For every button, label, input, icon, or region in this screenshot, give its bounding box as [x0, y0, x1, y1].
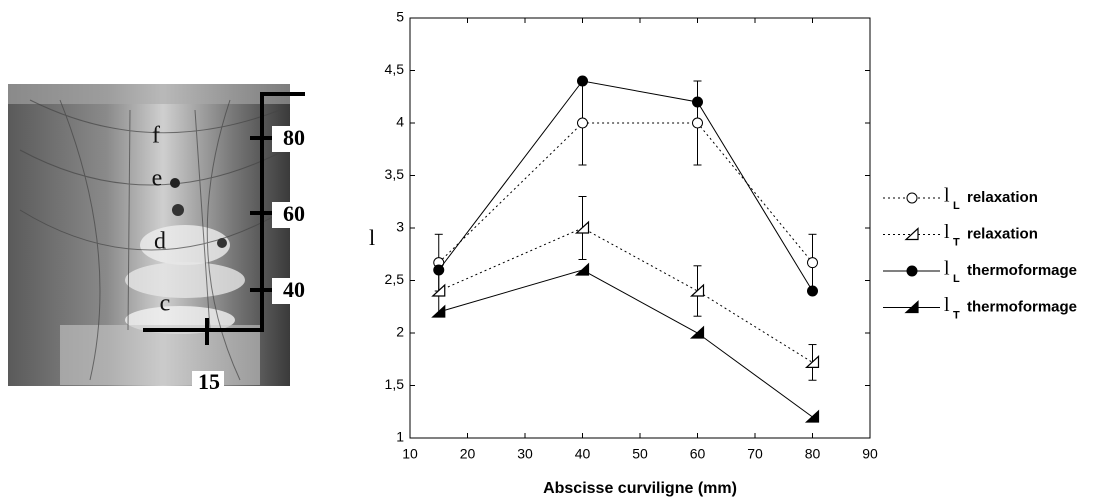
marker [577, 75, 588, 87]
x-tick-label: 40 [575, 446, 591, 462]
y-tick-label: 2 [396, 324, 404, 340]
y-tick-label: 2,5 [385, 271, 405, 287]
marker [906, 265, 918, 277]
marker [904, 227, 919, 241]
legend-label: relaxation [967, 189, 1038, 206]
marker [804, 409, 820, 423]
y-tick-label: 1,5 [385, 376, 405, 392]
x-tick-label: 20 [460, 446, 476, 462]
legend-subscript: T [953, 236, 960, 248]
x-axis-label: Abscisse curviligne (mm) [543, 480, 737, 497]
legend-symbol: l [944, 221, 950, 243]
marker [807, 257, 818, 269]
y-tick-label: 3,5 [385, 166, 405, 182]
legend-symbol: l [944, 294, 950, 316]
legend-subscript: L [953, 200, 960, 212]
marker [689, 283, 705, 297]
marker [431, 283, 446, 297]
scale-label: 15 [198, 369, 220, 394]
region-label: e [152, 166, 163, 192]
photo: f e d c 80 60 40 15 [8, 84, 316, 395]
marker [906, 192, 918, 204]
scale-label: 80 [283, 125, 305, 150]
legend-subscript: L [953, 273, 960, 285]
y-tick-label: 4,5 [385, 61, 405, 77]
y-tick-label: 4 [396, 114, 404, 130]
x-tick-label: 30 [517, 446, 533, 462]
marker [574, 262, 590, 276]
y-tick-label: 3 [396, 219, 404, 235]
region-label: d [154, 229, 166, 255]
marker [807, 285, 818, 297]
x-tick-label: 70 [747, 446, 763, 462]
region-label: f [152, 123, 160, 149]
region-label: c [160, 291, 171, 317]
marker [431, 304, 446, 318]
legend-label: thermoformage [967, 262, 1077, 279]
y-tick-label: 1 [396, 429, 404, 445]
x-tick-label: 10 [402, 446, 418, 462]
plot-frame [409, 17, 871, 439]
legend-label: thermoformage [967, 298, 1077, 315]
series-line [438, 80, 813, 292]
legend-label: relaxation [967, 225, 1038, 242]
legend-subscript: T [953, 309, 960, 321]
x-tick-label: 50 [632, 446, 648, 462]
y-axis-label: l [369, 225, 375, 250]
marker [904, 300, 919, 314]
x-tick-label: 60 [690, 446, 706, 462]
marker [574, 220, 590, 234]
marker [689, 325, 705, 339]
series-line [438, 227, 813, 363]
series-line [438, 122, 813, 264]
marker [692, 117, 703, 129]
y-tick-label: 5 [396, 9, 404, 25]
scale-label: 40 [283, 277, 305, 302]
legend-symbol: l [944, 258, 950, 280]
marker [804, 355, 820, 368]
marker [577, 117, 588, 129]
x-tick-label: 90 [862, 446, 878, 462]
series-line [438, 269, 813, 418]
marker [433, 264, 445, 276]
x-tick-label: 80 [805, 446, 821, 462]
marker [692, 96, 703, 108]
legend-symbol: l [944, 185, 950, 207]
scale-label: 60 [283, 201, 305, 226]
